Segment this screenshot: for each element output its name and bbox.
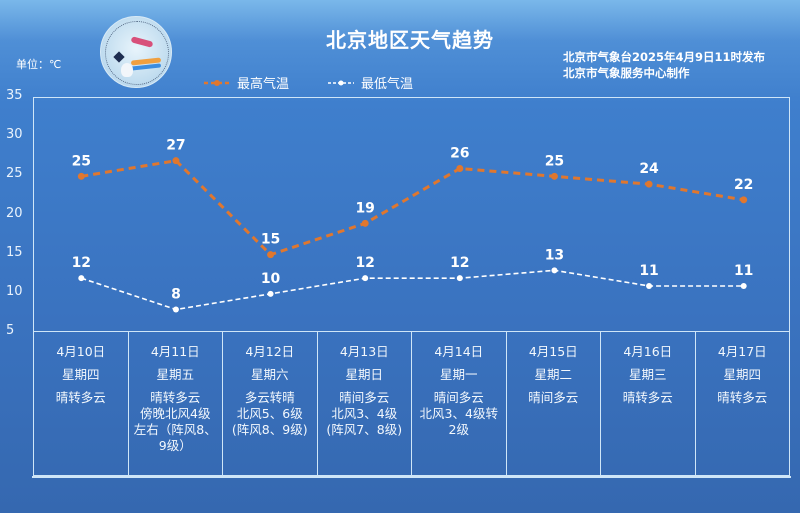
- data-label: 24: [639, 161, 659, 177]
- orange-dashed-line-icon: [204, 79, 230, 86]
- day-date: 4月14日: [434, 344, 484, 359]
- day-condition: 晴间多云 北风3、4级转 2级: [419, 390, 498, 437]
- temperature-chart: 25 27 15 19 26 25 24 22 12 8 10 12 12 13 11 11: [72, 138, 753, 313]
- data-point: [267, 290, 274, 297]
- day-date: 4月13日: [339, 344, 389, 359]
- day-condition: 多云转晴 北风5、6级 (阵风8、9级): [231, 390, 308, 437]
- data-point: [362, 275, 369, 282]
- data-label: 22: [734, 177, 753, 193]
- issuer-line-2: 北京市气象服务中心制作: [563, 66, 690, 80]
- data-label: 25: [72, 153, 91, 169]
- forecast-day-column: 4月10日星期四晴转多云: [34, 332, 129, 475]
- forecast-day-column: 4月11日星期五晴转多云 傍晚北风4级 左右（阵风8、 9级）: [129, 332, 223, 475]
- day-weekday: 星期三: [628, 367, 667, 382]
- day-condition: 晴间多云 北风3、4级 (阵风7、8级): [326, 390, 403, 437]
- day-weekday: 星期四: [61, 367, 100, 382]
- y-tick-label: 30: [6, 127, 23, 143]
- forecast-day-column: 4月12日星期六多云转晴 北风5、6级 (阵风8、9级): [223, 332, 318, 475]
- data-label: 26: [450, 146, 469, 162]
- data-label: 10: [261, 271, 281, 287]
- data-label: 11: [734, 263, 753, 279]
- day-date: 4月15日: [528, 344, 578, 359]
- issuer-line-1: 北京市气象台2025年4月9日11时发布: [563, 50, 766, 64]
- data-point: [551, 267, 558, 274]
- data-label: 19: [355, 200, 374, 216]
- high-temp-line: [81, 159, 744, 257]
- day-condition: 晴转多云 傍晚北风4级 左右（阵风8、 9级）: [133, 390, 217, 453]
- day-date: 4月11日: [150, 344, 200, 359]
- legend-high-temp: 最高气温: [203, 73, 289, 92]
- forecast-day-column: 4月13日星期日晴间多云 北风3、4级 (阵风7、8级): [318, 332, 412, 475]
- forecast-day-column: 4月14日星期一晴间多云 北风3、4级转 2级: [412, 332, 507, 475]
- data-point: [740, 196, 748, 204]
- day-condition: 晴转多云: [717, 390, 768, 405]
- day-weekday: 星期日: [345, 367, 383, 382]
- data-point: [361, 219, 369, 227]
- day-weekday: 星期一: [439, 367, 478, 382]
- day-date: 4月16日: [623, 344, 673, 359]
- y-tick-label: 25: [6, 166, 23, 182]
- day-weekday: 星期二: [534, 367, 572, 382]
- data-point: [78, 275, 85, 282]
- data-label: 11: [639, 263, 658, 279]
- legend-low-temp: 最低气温: [327, 73, 413, 92]
- day-weekday: 星期四: [723, 367, 761, 382]
- data-point: [645, 180, 653, 188]
- data-point: [172, 157, 180, 165]
- y-tick-label: 20: [6, 205, 23, 221]
- issuer-info: 北京市气象台2025年4月9日11时发布 北京市气象服务中心制作: [563, 49, 765, 81]
- forecast-day-column: 4月16日星期三晴转多云: [601, 332, 696, 475]
- forecast-day-column: 4月15日星期二晴间多云: [507, 332, 601, 475]
- day-condition: 晴转多云: [622, 390, 673, 405]
- data-label: 8: [171, 287, 181, 303]
- legend-high-label: 最高气温: [237, 77, 290, 92]
- day-condition: 晴间多云: [528, 390, 579, 405]
- unit-label: 单位：℃: [16, 58, 62, 71]
- day-date: 4月10日: [56, 344, 106, 359]
- y-tick-label: 15: [6, 244, 23, 260]
- data-point: [172, 306, 179, 313]
- data-label: 13: [545, 247, 564, 263]
- white-dashed-line-icon: [328, 80, 354, 85]
- legend-low-label: 最低气温: [361, 77, 414, 92]
- data-label: 27: [166, 138, 185, 154]
- forecast-day-column: 4月17日星期四晴转多云: [696, 332, 790, 475]
- y-tick-label: 35: [6, 88, 23, 103]
- day-weekday: 星期六: [250, 367, 289, 382]
- meteorological-logo-icon: [100, 16, 172, 88]
- forecast-table: 4月10日 星期四 晴转多云 4月11日 星期五 晴转多云 傍晚北风4级 左右（阵风8、 …: [32, 332, 791, 478]
- page-title: 北京地区天气趋势: [326, 28, 494, 52]
- day-date: 4月12日: [245, 344, 295, 359]
- data-point: [456, 165, 464, 172]
- day-weekday: 星期五: [156, 367, 194, 382]
- y-tick-label: 10: [6, 283, 23, 299]
- data-point: [456, 275, 463, 282]
- plot-area: 25 27 15 19 26 25 24 22 12 8 10 12 12 13 11 11: [33, 97, 790, 332]
- data-label: 12: [72, 255, 91, 271]
- data-point: [550, 172, 558, 180]
- data-label: 12: [450, 255, 469, 271]
- day-condition: 晴转多云: [55, 390, 106, 405]
- data-label: 12: [355, 255, 374, 271]
- data-label: 25: [545, 153, 564, 169]
- data-point: [77, 172, 85, 180]
- data-point: [740, 283, 747, 289]
- data-label: 15: [261, 232, 280, 248]
- data-point: [267, 251, 275, 259]
- day-date: 4月17日: [717, 344, 767, 359]
- data-point: [646, 283, 653, 289]
- y-tick-label: 5: [6, 323, 15, 338]
- low-temp-line: [81, 269, 744, 311]
